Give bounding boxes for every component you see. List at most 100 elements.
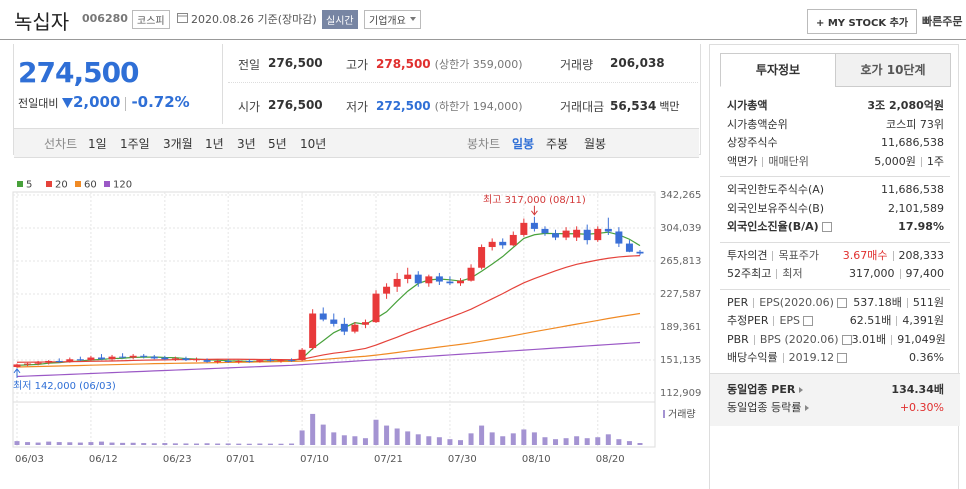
info-label: 52주최고 최저 xyxy=(727,265,803,284)
volume-bar xyxy=(151,443,157,445)
y-tick-label: 189,361 xyxy=(660,322,701,333)
tabs: 투자정보 호가 10단계 xyxy=(720,53,951,87)
candle-body xyxy=(76,359,84,361)
down-arrow xyxy=(61,98,73,108)
overview-button[interactable]: 기업개요 xyxy=(364,10,421,29)
help-icon[interactable] xyxy=(803,316,814,326)
volume-bar xyxy=(88,442,94,445)
info-label: PBR BPS (2020.06) xyxy=(727,331,852,350)
label: EPS xyxy=(779,314,801,327)
volume-legend-swatch xyxy=(663,410,665,418)
label: EPS(2020.06) xyxy=(759,295,834,309)
candle-body xyxy=(467,267,475,281)
period-option[interactable]: 1주일 xyxy=(120,137,150,151)
tab[interactable]: 투자정보 xyxy=(720,53,836,87)
info-section: 투자의견 목표주가 3.67매수 208,333 52주최고 최저 317,000 97,40… xyxy=(720,241,950,289)
candle-body xyxy=(435,276,443,282)
candle-body xyxy=(97,357,105,360)
info-section: 외국인한도주식수(A) 11,686,538 외국인보유주식수(B) 2,101,58… xyxy=(720,176,950,242)
candle-body xyxy=(298,349,306,361)
ma-line xyxy=(16,341,641,378)
summary-value: 278,500 (상한가 359,000) xyxy=(376,56,523,72)
x-tick-label: 07/10 xyxy=(300,454,329,465)
quick-order[interactable]: 빠른주문 xyxy=(922,15,963,28)
value: 208,333 xyxy=(898,248,945,262)
volume-bar xyxy=(67,442,73,445)
candle-body xyxy=(530,222,538,229)
volume-bar xyxy=(14,441,20,445)
period-option[interactable]: 3년 xyxy=(237,137,256,151)
help-icon[interactable] xyxy=(837,353,848,363)
info-value: 5,000원 1주 xyxy=(874,153,944,172)
separator xyxy=(899,269,901,279)
volume-bar xyxy=(457,440,463,445)
help-icon[interactable] xyxy=(821,222,832,232)
candle-option[interactable]: 월봉 xyxy=(584,137,607,151)
label: 최저 xyxy=(782,267,803,280)
period-option[interactable]: 1일 xyxy=(88,137,107,151)
candle-option[interactable]: 주봉 xyxy=(546,137,569,151)
volume-bar xyxy=(479,425,485,445)
y-tick-label: 265,813 xyxy=(660,256,701,267)
value: 11,686,538 xyxy=(881,183,944,196)
info-label: 동일업종 PER xyxy=(727,381,804,400)
volume-bar xyxy=(605,434,611,445)
candle-option[interactable]: 일봉 xyxy=(512,137,535,151)
help-icon[interactable] xyxy=(836,297,847,308)
value: 62.51배 xyxy=(849,314,892,327)
realtime-button[interactable]: 실시간 xyxy=(322,10,358,29)
label: 52주최고 xyxy=(727,267,772,280)
volume-bar xyxy=(616,439,622,445)
summary-value: 276,500 xyxy=(268,56,323,70)
period-option[interactable]: 5년 xyxy=(268,137,287,151)
candle-body xyxy=(193,359,201,361)
candle-body xyxy=(203,360,211,362)
candle-body xyxy=(45,360,53,363)
x-tick-label: 07/21 xyxy=(374,454,403,465)
volume-bar xyxy=(394,428,400,445)
candle-chart-label: 봉차트 xyxy=(467,137,501,151)
period-option[interactable]: 1년 xyxy=(205,137,224,151)
info-label: 외국인소진율(B/A) xyxy=(727,218,832,237)
legend-label: 120 xyxy=(113,180,132,191)
info-label: 외국인한도주식수(A) xyxy=(727,181,824,200)
candle-body xyxy=(404,274,412,279)
value: 97,400 xyxy=(905,267,945,280)
label: 2019.12 xyxy=(788,351,835,364)
summary-value: 206,038 xyxy=(610,56,665,70)
volume-bar xyxy=(510,433,516,445)
candle-body xyxy=(541,228,549,234)
value: 3.01배 xyxy=(851,332,887,346)
volume-bar xyxy=(521,429,527,445)
period-option[interactable]: 10년 xyxy=(300,137,327,151)
volume-bar xyxy=(489,432,495,445)
change-label: 전일대비 xyxy=(18,97,59,110)
volume-bar xyxy=(320,424,326,445)
candle-body xyxy=(372,293,380,323)
help-icon[interactable] xyxy=(841,334,852,345)
info-row: PER EPS(2020.06) 537.18배 511원 xyxy=(720,294,950,313)
my-stock-button[interactable]: + MY STOCK 추가 xyxy=(807,9,918,34)
tab[interactable]: 호가 10단계 xyxy=(835,53,951,87)
info-label: 상장주식수 xyxy=(727,134,778,153)
value: 206,038 xyxy=(610,56,665,70)
period-option[interactable]: 3개월 xyxy=(163,137,193,151)
legend-swatch xyxy=(17,181,23,187)
high-annotation: 최고 317,000 (08/11) xyxy=(483,194,586,206)
candle-body xyxy=(108,356,116,360)
info-row: 동일업종 등락률 +0.30% xyxy=(720,399,950,418)
separator xyxy=(772,250,774,261)
value: 0.36% xyxy=(909,351,944,364)
value: 3.67매수 xyxy=(842,248,888,262)
info-value: 11,686,538 xyxy=(881,134,944,153)
value: 278,500 xyxy=(376,57,431,71)
candle-body xyxy=(488,241,496,248)
candle-body xyxy=(425,276,433,284)
ma-line xyxy=(16,312,641,368)
candle-body xyxy=(224,360,232,362)
volume-bar xyxy=(384,425,390,445)
candle-body xyxy=(277,360,285,362)
summary-label: 전일 xyxy=(238,58,261,72)
volume-bar xyxy=(637,442,643,445)
